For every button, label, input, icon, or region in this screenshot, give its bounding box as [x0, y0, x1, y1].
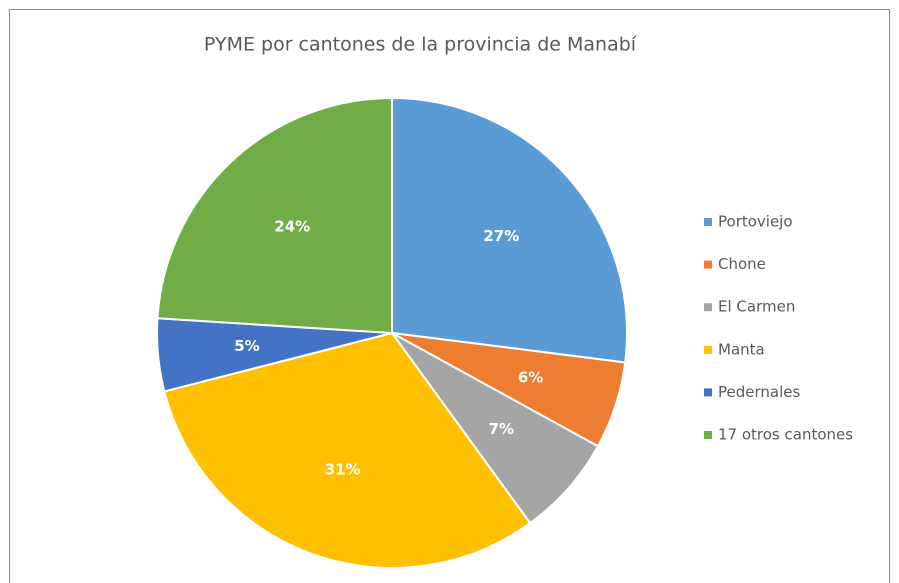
- legend-label: Portoviejo: [718, 213, 793, 231]
- legend-label: 17 otros cantones: [718, 426, 853, 444]
- data-label: 31%: [325, 461, 361, 479]
- pie-slice: [156, 96, 393, 335]
- legend-swatch: [704, 218, 712, 226]
- legend-swatch: [704, 388, 712, 397]
- legend-swatch: [704, 345, 712, 354]
- legend-label: El Carmen: [718, 298, 795, 316]
- pie-slice: [391, 332, 600, 525]
- pie-slice: [163, 331, 532, 569]
- legend-label: Pedernales: [718, 383, 800, 401]
- legend-label: Chone: [718, 255, 766, 273]
- data-label: 7%: [489, 420, 514, 438]
- legend-label: Manta: [718, 340, 765, 358]
- data-label: 6%: [518, 369, 543, 387]
- chart-title: PYME por cantones de la provincia de Man…: [204, 34, 637, 56]
- data-label: 24%: [274, 217, 310, 235]
- pie-slice: [391, 96, 628, 364]
- data-label: 27%: [483, 227, 519, 245]
- legend-swatch: [704, 260, 712, 269]
- legend-swatch: [704, 431, 712, 439]
- legend-swatch: [704, 303, 712, 312]
- data-label: 5%: [234, 337, 259, 355]
